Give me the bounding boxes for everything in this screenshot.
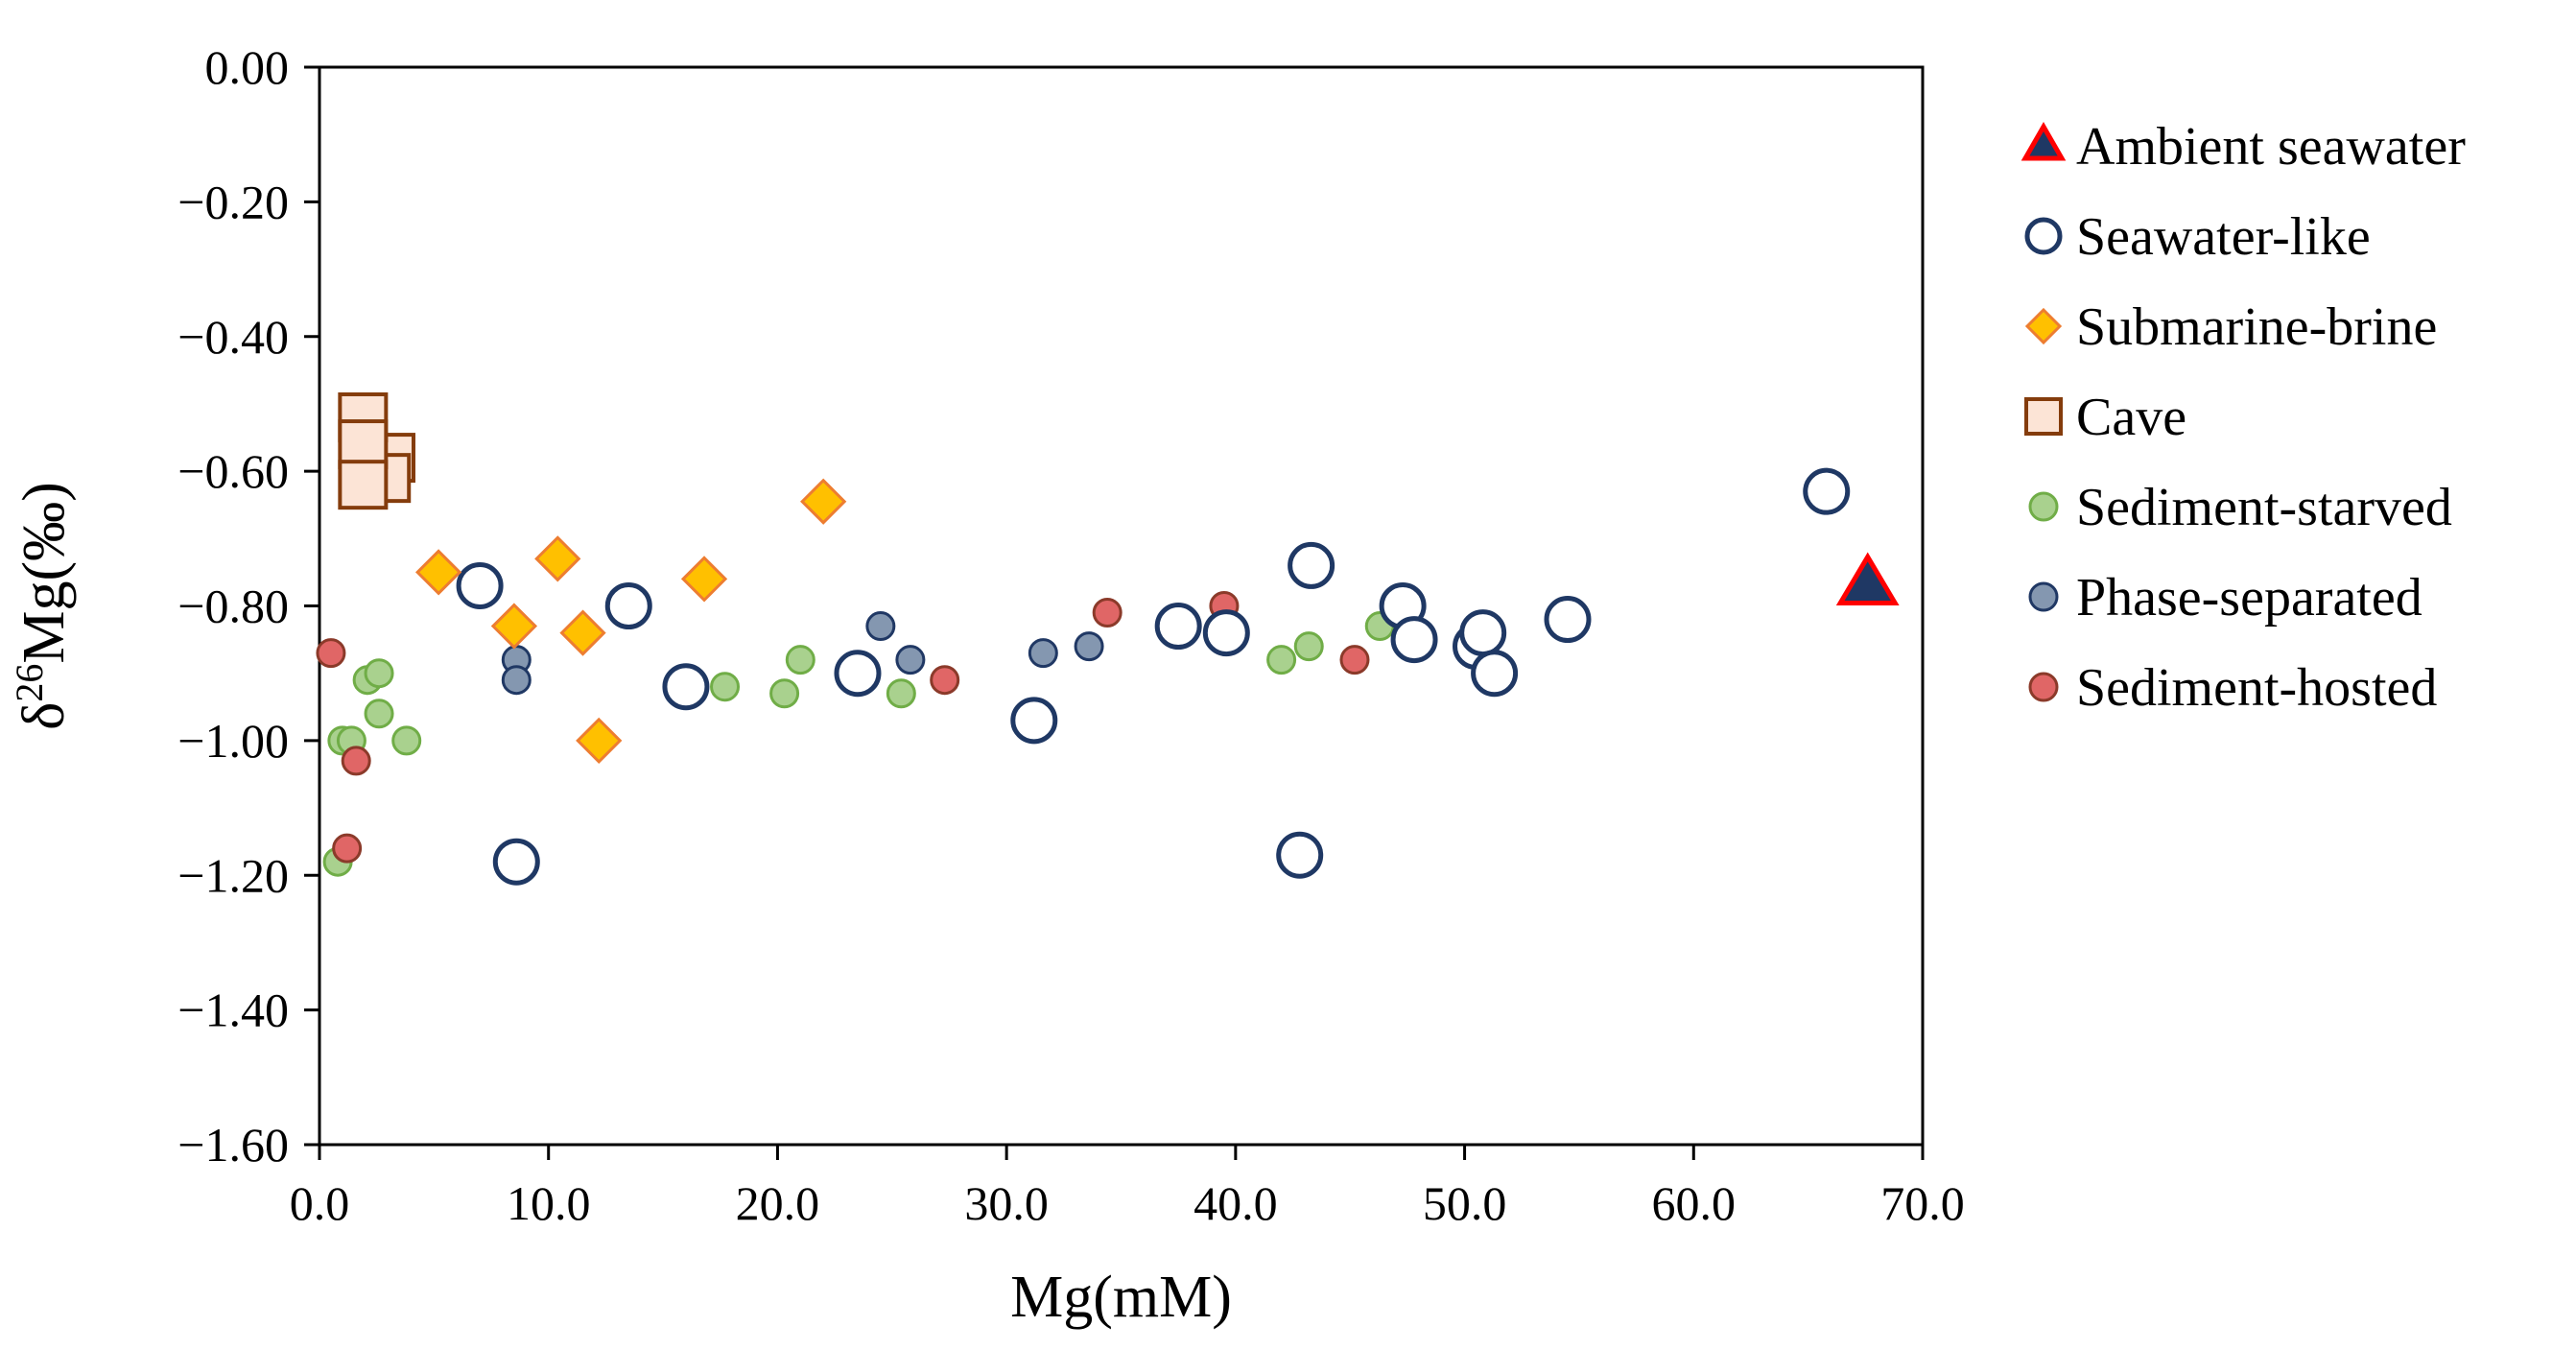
y-axis-title-prefix: δ — [12, 702, 77, 730]
point-submarine-brine — [800, 478, 847, 525]
point-sediment-starved — [364, 658, 394, 689]
point-seawater-like — [1390, 616, 1438, 664]
point-submarine-brine — [680, 556, 728, 603]
point-seawater-like — [1202, 609, 1250, 657]
x-tick-label: 50.0 — [1423, 1176, 1507, 1230]
legend-item-submarine-brine: Submarine-brine — [2024, 297, 2437, 357]
legend-label-phase-separated: Phase-separated — [2076, 568, 2422, 628]
legend-label-sediment-hosted: Sediment-hosted — [2076, 658, 2437, 718]
point-seawater-like — [1154, 603, 1202, 651]
legend-item-sediment-hosted: Sediment-hosted — [2028, 658, 2437, 718]
point-seawater-like — [1288, 541, 1335, 589]
legend-marker-phase-separated — [2028, 581, 2059, 612]
y-tick-label: −0.80 — [177, 580, 289, 633]
point-sediment-starved — [391, 725, 422, 756]
point-phase-separated — [501, 665, 532, 696]
x-tick-label: 60.0 — [1652, 1176, 1737, 1230]
x-tick-label: 70.0 — [1880, 1176, 1965, 1230]
legend-item-ambient-seawater: Ambient seawater — [2021, 117, 2466, 177]
legend-label-submarine-brine: Submarine-brine — [2076, 297, 2437, 357]
point-sediment-starved — [1293, 631, 1324, 662]
point-sediment-hosted — [1092, 598, 1123, 628]
point-submarine-brine — [576, 717, 623, 764]
point-seawater-like — [1544, 596, 1592, 644]
data-points — [316, 391, 1900, 886]
point-sediment-hosted — [332, 833, 363, 864]
y-tick-label: 0.00 — [205, 40, 290, 94]
point-sediment-starved — [710, 672, 741, 702]
legend-marker-ambient-seawater — [2021, 121, 2067, 161]
legend-item-sediment-starved: Sediment-starved — [2028, 478, 2452, 537]
x-tick-label: 10.0 — [507, 1176, 591, 1230]
series-phase-separated — [501, 611, 1104, 696]
point-sediment-hosted — [1339, 645, 1370, 675]
y-tick-label: −0.40 — [177, 310, 289, 364]
legend-marker-sediment-starved — [2028, 491, 2059, 522]
legend: Ambient seawater Seawater-like Submarine-b… — [2021, 117, 2466, 718]
x-tick-label: 20.0 — [736, 1176, 820, 1230]
legend-item-phase-separated: Phase-separated — [2028, 568, 2422, 628]
series-cave — [338, 391, 416, 510]
point-sediment-starved — [769, 678, 800, 709]
legend-marker-seawater-like — [2024, 217, 2063, 255]
legend-marker-submarine-brine — [2024, 307, 2063, 345]
point-submarine-brine — [559, 609, 606, 656]
point-seawater-like — [1276, 831, 1324, 879]
legend-marker-cave — [2024, 397, 2063, 436]
point-sediment-starved — [785, 645, 815, 675]
x-axis-ticks: 0.0 10.0 20.0 30.0 40.0 50.0 60.0 70.0 — [290, 1145, 1965, 1230]
point-sediment-starved — [886, 678, 916, 709]
y-axis-title-superscript: 26 — [8, 664, 51, 702]
point-seawater-like — [604, 582, 652, 629]
point-sediment-hosted — [316, 638, 346, 669]
legend-item-seawater-like: Seawater-like — [2024, 207, 2371, 267]
y-axis-ticks: 0.00 −0.20 −0.40 −0.60 −0.80 −1.00 −1.20 −1.40 −… — [177, 40, 319, 1172]
point-phase-separated — [895, 645, 926, 675]
point-cave — [338, 460, 389, 510]
x-tick-label: 40.0 — [1193, 1176, 1278, 1230]
point-submarine-brine — [415, 549, 462, 596]
point-submarine-brine — [534, 535, 581, 582]
point-phase-separated — [1028, 638, 1058, 669]
y-tick-label: −1.20 — [177, 848, 289, 902]
y-tick-label: −0.60 — [177, 444, 289, 498]
y-tick-label: −0.20 — [177, 175, 289, 228]
legend-label-cave: Cave — [2076, 388, 2186, 447]
point-seawater-like — [456, 561, 504, 609]
point-phase-separated — [865, 611, 896, 642]
point-seawater-like — [492, 838, 540, 886]
point-sediment-starved — [1266, 645, 1297, 675]
x-tick-label: 30.0 — [964, 1176, 1049, 1230]
legend-item-cave: Cave — [2024, 388, 2186, 447]
series-ambient-seawater — [1835, 552, 1900, 605]
point-sediment-hosted — [930, 665, 960, 696]
x-axis-title: Mg(mM) — [1010, 1265, 1232, 1330]
y-tick-label: −1.60 — [177, 1118, 289, 1172]
legend-label-seawater-like: Seawater-like — [2076, 207, 2371, 267]
point-ambient-seawater — [1835, 552, 1900, 605]
point-seawater-like — [1459, 609, 1507, 657]
point-phase-separated — [1074, 631, 1104, 662]
legend-marker-sediment-hosted — [2028, 672, 2059, 702]
legend-label-ambient-seawater: Ambient seawater — [2076, 117, 2466, 177]
y-tick-label: −1.40 — [177, 983, 289, 1037]
legend-label-sediment-starved: Sediment-starved — [2076, 478, 2452, 537]
series-seawater-like — [456, 467, 1851, 886]
point-seawater-like — [1471, 650, 1519, 698]
y-axis-title-suffix: Mg(‰) — [12, 482, 77, 663]
series-submarine-brine — [415, 478, 847, 764]
x-tick-label: 0.0 — [290, 1176, 350, 1230]
point-seawater-like — [1010, 697, 1058, 745]
point-seawater-like — [1803, 467, 1851, 515]
y-axis-title: δ26Mg(‰) — [8, 482, 77, 730]
point-submarine-brine — [490, 603, 538, 650]
plot-frame — [318, 65, 1925, 1147]
y-tick-label: −1.00 — [177, 714, 289, 768]
point-sediment-starved — [364, 699, 394, 729]
point-sediment-hosted — [341, 746, 371, 776]
point-seawater-like — [662, 663, 710, 711]
point-seawater-like — [834, 650, 882, 698]
axes — [318, 65, 1925, 1147]
